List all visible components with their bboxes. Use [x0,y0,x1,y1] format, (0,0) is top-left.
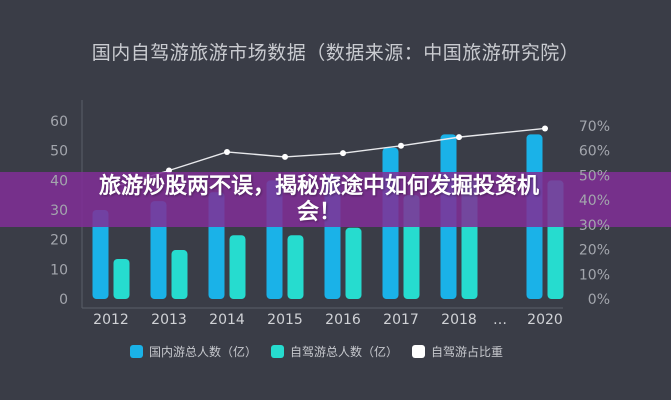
legend-swatch-ratio [412,345,426,358]
x-tick: 2015 [267,312,303,328]
legend-item-ratio: 自驾游占比重 [412,343,503,360]
x-tick: 2016 [325,312,361,328]
legend-swatch-domestic [130,345,143,358]
x-tick: 2017 [383,312,419,328]
ratio-point-2018 [456,134,462,141]
bar-selfdrive-2015 [287,235,304,299]
headline-banner: 旅游炒股两不误，揭秘旅途中如何发掘投资机会！ [0,172,671,227]
ratio-point-2014 [224,148,230,155]
x-tick: 2012 [93,312,129,328]
legend-swatch-selfdrive [271,345,285,358]
legend: 国内游总人数（亿） 自驾游总人数（亿） 自驾游占比重 [130,343,503,360]
x-tick: 2020 [527,312,563,328]
bar-domestic-2012 [92,210,109,299]
bar-selfdrive-2016 [345,227,362,299]
ratio-point-2013 [166,167,172,174]
bar-selfdrive-2013 [171,250,188,299]
legend-label-selfdrive: 自驾游总人数（亿） [290,345,399,359]
legend-label-ratio: 自驾游占比重 [431,345,504,359]
legend-item-domestic: 国内游总人数（亿） [130,343,257,360]
ratio-point-2017 [398,142,404,149]
ratio-point-2016 [340,150,346,157]
bar-selfdrive-2014 [229,235,246,299]
legend-item-selfdrive: 自驾游总人数（亿） [271,343,398,360]
bar-selfdrive-2012 [113,258,130,299]
x-tick: 2013 [151,312,187,328]
ratio-point-2015 [282,153,288,160]
x-tick: 2018 [441,312,477,328]
headline-text: 旅游炒股两不误，揭秘旅途中如何发掘投资机会！ [98,173,539,225]
x-tick: … [493,312,507,328]
x-tick: 2014 [209,312,245,328]
ratio-point-2020 [542,125,548,132]
ratio-line [110,127,546,189]
chart-title: 国内自驾游旅游市场数据（数据来源：中国旅游研究院） [91,42,580,64]
legend-label-domestic: 国内游总人数（亿） [149,345,258,359]
